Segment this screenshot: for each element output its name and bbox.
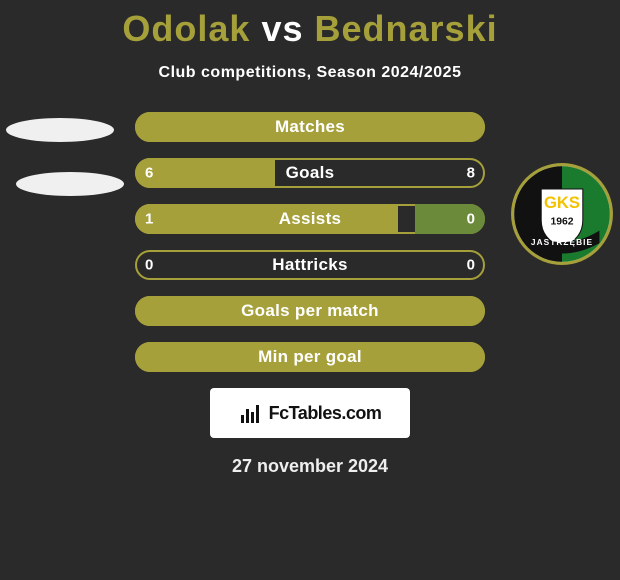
badge-letters: GKS — [544, 193, 580, 212]
stat-row: Goals6 8 — [135, 158, 485, 188]
stat-label: Goals per match — [135, 301, 485, 321]
stat-label: Hattricks — [135, 255, 485, 275]
stat-value-right: 8 — [467, 165, 475, 182]
title-player-2: Bednarski — [315, 8, 498, 49]
stat-value-right: 0 — [467, 257, 475, 274]
title-player-1: Odolak — [122, 8, 250, 49]
comparison-rows: MatchesGoals68Assists10Hattricks00Goals … — [135, 112, 485, 372]
gks-jastrzebie-badge-icon: GKS 1962 JASTRZĘBIE — [510, 162, 614, 266]
stat-row: Matches — [135, 112, 485, 142]
stat-label: Matches — [135, 117, 485, 137]
stat-label: Assists — [135, 209, 485, 229]
brand-text: FcTables.com — [269, 403, 382, 424]
stat-value-left: 1 — [145, 211, 153, 228]
title-vs: vs — [261, 8, 303, 49]
stat-row: Assists1 0 — [135, 204, 485, 234]
stat-value-left: 0 — [145, 257, 153, 274]
comparison-chart: GKS 1962 JASTRZĘBIE Matches Goals6 8 Assist… — [0, 112, 620, 372]
stat-label: Min per goal — [135, 347, 485, 367]
badge-band-text: JASTRZĘBIE — [531, 237, 593, 247]
page-title: Odolak vs Bednarski — [0, 0, 620, 50]
club-badge-right: GKS 1962 JASTRZĘBIE — [510, 162, 614, 266]
stat-row: Min per goal — [135, 342, 485, 372]
bar-chart-icon — [239, 401, 263, 425]
subtitle: Club competitions, Season 2024/2025 — [0, 64, 620, 82]
stat-label: Goals — [135, 163, 485, 183]
stat-value-left: 6 — [145, 165, 153, 182]
stat-row: Goals per match — [135, 296, 485, 326]
player-left-placeholder-shape — [6, 118, 114, 142]
player-left-placeholder-shape — [16, 172, 124, 196]
brand-badge: FcTables.com — [210, 388, 410, 438]
stat-value-right: 0 — [467, 211, 475, 228]
badge-year: 1962 — [550, 216, 573, 227]
date-text: 27 november 2024 — [0, 456, 620, 477]
stat-row: Hattricks0 0 — [135, 250, 485, 280]
